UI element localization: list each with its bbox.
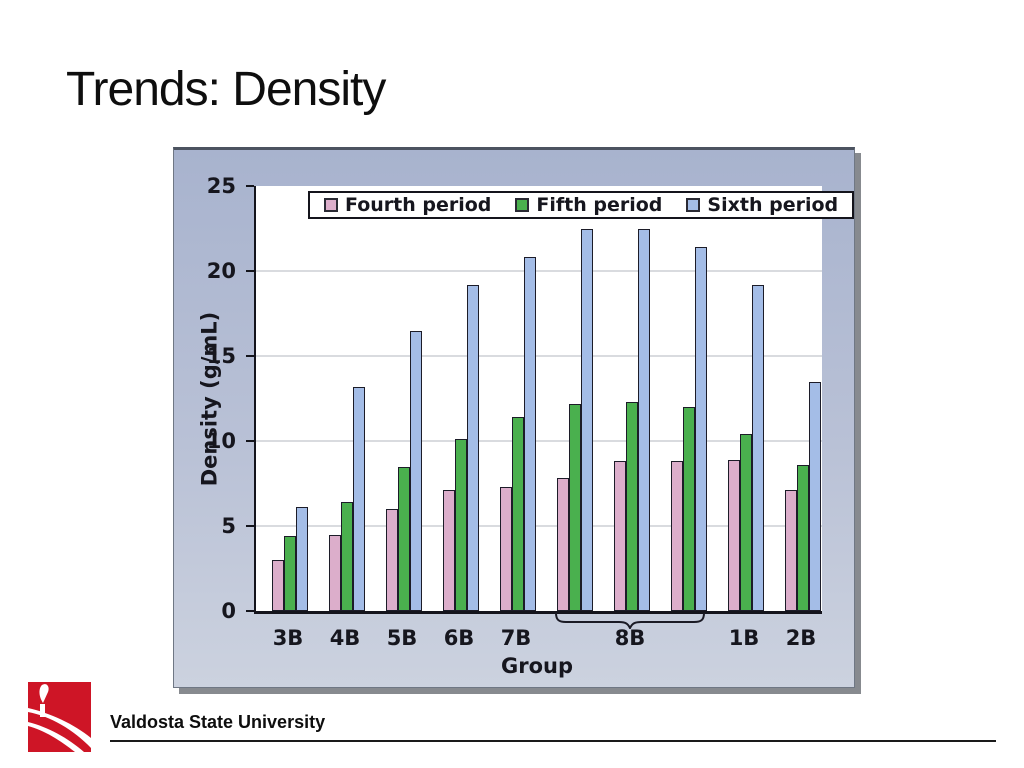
y-tick-label: 15 <box>206 344 236 368</box>
legend-item-fifth-period: Fifth period <box>515 193 663 216</box>
y-tick-mark <box>246 185 254 187</box>
x-axis-title: Group <box>500 654 573 678</box>
footer-divider <box>110 740 996 742</box>
bar-1B-sixth <box>752 284 764 611</box>
bar-2B-sixth <box>809 381 821 611</box>
y-tick-mark <box>246 525 254 527</box>
gridline <box>256 270 822 272</box>
x-tick-label: 1B <box>728 626 760 650</box>
legend: Fourth period Fifth period Sixth period <box>308 191 855 219</box>
x-tick-label-8b: 8B <box>614 626 646 650</box>
x-tick-label: 2B <box>785 626 817 650</box>
bar-6B-sixth <box>467 284 479 611</box>
university-name: Valdosta State University <box>110 712 326 732</box>
legend-label: Fifth period <box>536 193 663 216</box>
bar-7B-sixth <box>524 257 536 611</box>
gridline <box>256 440 822 442</box>
bar-8B-fourth <box>557 478 569 611</box>
x-axis-labels: 3B 4B 5B 6B 7B 1B 2B 8B <box>254 626 820 652</box>
y-tick-label: 5 <box>221 514 236 538</box>
gridline <box>256 355 822 357</box>
bar-5B-sixth <box>410 330 422 611</box>
x-tick-label: 4B <box>329 626 361 650</box>
fourth-period-swatch-icon <box>324 198 338 212</box>
sixth-period-swatch-icon <box>686 198 701 212</box>
legend-label: Sixth period <box>707 193 839 216</box>
density-bar-chart: Density (g/mL) 0 5 10 15 20 25 Fourth period … <box>173 147 855 688</box>
bar-6B-fifth <box>455 439 467 611</box>
bar-3B-fifth <box>284 536 296 611</box>
bar-8B-fourth <box>614 461 626 611</box>
y-tick-mark <box>246 270 254 272</box>
bar-5B-fourth <box>386 509 398 611</box>
university-logo-icon <box>28 682 91 752</box>
gridline <box>256 525 822 527</box>
x-tick-label: 5B <box>386 626 418 650</box>
bar-2B-fifth <box>797 464 809 611</box>
y-tick-label: 0 <box>221 599 236 623</box>
plot-area: Fourth period Fifth period Sixth period <box>254 186 855 614</box>
legend-item-fourth-period: Fourth period <box>324 193 492 216</box>
y-tick-label: 25 <box>206 174 236 198</box>
bar-1B-fifth <box>740 434 752 611</box>
bar-7B-fourth <box>500 486 512 611</box>
bar-7B-fifth <box>512 417 524 611</box>
bar-3B-fourth <box>272 560 284 611</box>
y-tick-mark <box>246 610 254 612</box>
bar-8B-fifth <box>626 401 638 611</box>
legend-item-sixth-period: Sixth period <box>686 193 839 216</box>
bar-2B-fourth <box>785 490 797 611</box>
bar-8B-fourth <box>671 461 683 611</box>
bar-8B-sixth <box>581 228 593 611</box>
legend-label: Fourth period <box>345 193 492 216</box>
bar-8B-sixth <box>695 247 707 611</box>
bar-6B-fourth <box>443 490 455 611</box>
bar-8B-fifth <box>683 407 695 611</box>
bar-5B-fifth <box>398 466 410 611</box>
bar-1B-fourth <box>728 459 740 611</box>
y-tick-mark <box>246 440 254 442</box>
bar-3B-sixth <box>296 507 308 611</box>
bar-4B-sixth <box>353 386 365 611</box>
page-title: Trends: Density <box>66 63 386 116</box>
x-tick-label: 7B <box>500 626 532 650</box>
fifth-period-swatch-icon <box>515 198 530 212</box>
brace-8b-icon <box>555 612 705 629</box>
bar-8B-sixth <box>638 228 650 611</box>
y-tick-mark <box>246 355 254 357</box>
x-tick-label: 3B <box>272 626 304 650</box>
x-tick-label: 6B <box>443 626 475 650</box>
y-tick-label: 10 <box>206 429 236 453</box>
y-axis: 0 5 10 15 20 25 <box>174 175 254 622</box>
bar-8B-fifth <box>569 403 581 611</box>
bar-4B-fifth <box>341 502 353 611</box>
bar-4B-fourth <box>329 534 341 611</box>
y-tick-label: 20 <box>206 259 236 283</box>
